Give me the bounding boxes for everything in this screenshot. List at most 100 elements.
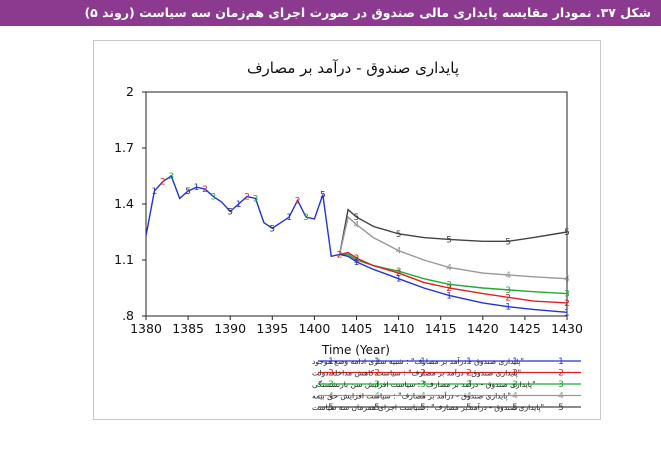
legend-marker-5: 5	[328, 403, 334, 413]
legend-marker-3: 3	[512, 380, 518, 390]
figure-caption: شکل ۳۷. نمودار مقایسه پایداری مالی صندوق…	[84, 5, 651, 20]
history-marker: 2	[160, 178, 166, 188]
series-line-1	[339, 253, 568, 313]
history-marker: 5	[185, 187, 191, 197]
chart-frame	[93, 40, 601, 420]
legend-marker-5: 5	[420, 403, 426, 413]
history-marker: 3	[210, 193, 216, 203]
x-tick-label: 1425	[509, 321, 541, 336]
series-marker-1: 1	[396, 275, 402, 285]
legend-marker-3: 3	[374, 380, 380, 390]
series-marker-2: 2	[396, 269, 402, 279]
series-marker-2: 2	[354, 254, 360, 264]
history-marker: 2	[337, 250, 343, 260]
plot-border	[145, 91, 568, 317]
caption-bar: شکل ۳۷. نمودار مقایسه پایداری مالی صندوق…	[0, 0, 661, 26]
legend-label-1: "پایداری صندوق - درآمد بر مصارف" : شبیه …	[312, 356, 524, 366]
y-tick-label: 1.1	[114, 252, 134, 267]
legend-marker-2: 2	[420, 369, 426, 379]
y-tick-label: 1.7	[114, 140, 134, 155]
legend-marker-4: 4	[558, 392, 564, 402]
series-marker-1: 1	[564, 308, 570, 318]
legend-marker-2: 2	[512, 369, 518, 379]
legend-marker-4: 4	[466, 392, 472, 402]
x-tick-label: 1430	[551, 321, 583, 336]
history-line	[145, 174, 340, 258]
legend-marker-1: 1	[558, 357, 564, 367]
legend-marker-2: 2	[466, 369, 472, 379]
legend-label-5: "پایداری صندوق - درآمد بر مصارف" : سیاست…	[312, 402, 544, 412]
legend-marker-1: 1	[420, 357, 426, 367]
legend-marker-3: 3	[420, 380, 426, 390]
series-line-4	[338, 215, 568, 280]
x-tick-label: 1415	[425, 321, 457, 336]
legend-marker-3: 3	[328, 380, 334, 390]
history-marker: 5	[320, 191, 326, 201]
legend-marker-1: 1	[374, 357, 380, 367]
y-tick-label: .8	[122, 308, 134, 323]
legend-marker-1: 1	[512, 357, 518, 367]
history-marker: 3	[168, 172, 174, 182]
plot-area: .8 1.1 1.4 1.7 2 1380 1385 1390 1395 1400 1405 1410…	[114, 84, 583, 336]
history-marker: 5	[269, 224, 275, 234]
x-tick-label: 1380	[130, 321, 162, 336]
series-marker-2: 2	[564, 299, 570, 309]
series-marker-5: 5	[505, 237, 511, 247]
legend-marker-4: 4	[328, 392, 334, 402]
history-marker: 1	[236, 200, 242, 210]
series-marker-4: 4	[564, 275, 570, 285]
history-marker: 3	[303, 213, 309, 223]
x-tick-label: 1410	[383, 321, 415, 336]
x-tick-label: 1420	[467, 321, 499, 336]
x-tick-label: 1385	[172, 321, 204, 336]
y-tick-label: 1.4	[114, 196, 134, 211]
legend-marker-5: 5	[512, 403, 518, 413]
x-tick-label: 1400	[298, 321, 330, 336]
legend-marker-1: 1	[466, 357, 472, 367]
legend-marker-4: 4	[512, 392, 518, 402]
legend-marker-5: 5	[466, 403, 472, 413]
legend-marker-1: 1	[328, 357, 334, 367]
history-marker: 2	[202, 185, 208, 195]
series-marker-5: 5	[354, 213, 360, 223]
legend-marker-5: 5	[374, 403, 380, 413]
series-marker-4: 4	[354, 221, 360, 231]
series-marker-2: 2	[505, 293, 511, 303]
series-marker-1: 1	[505, 303, 511, 313]
legend-marker-3: 3	[466, 380, 472, 390]
series-marker-4: 4	[396, 247, 402, 257]
history-marker: 5	[227, 207, 233, 217]
series-marker-2: 2	[446, 284, 452, 294]
x-tick-label: 1390	[214, 321, 246, 336]
x-axis-title: Time (Year)	[321, 343, 390, 357]
history-marker: 1	[194, 183, 200, 193]
legend-marker-2: 2	[328, 369, 334, 379]
series-marker-3: 3	[354, 256, 360, 266]
series-marker-3: 3	[505, 286, 511, 296]
y-tick-label: 2	[126, 84, 134, 99]
series-marker-3: 3	[564, 290, 570, 300]
series-line-5	[338, 208, 568, 255]
series-marker-4: 4	[505, 271, 511, 281]
legend-marker-2: 2	[374, 369, 380, 379]
legend-marker-3: 3	[558, 380, 564, 390]
series-line-3	[339, 253, 568, 295]
legend-label-3: "پایداری صندوق - درآمد بر مصارف" : سیاست…	[312, 379, 536, 389]
series-marker-1: 1	[446, 291, 452, 301]
series-marker-5: 5	[446, 235, 452, 245]
x-tick-label: 1405	[341, 321, 373, 336]
series-marker-3: 3	[446, 280, 452, 290]
history-marker: 1	[286, 213, 292, 223]
legend-label-4: "پایداری صندوق - درآمد بر مصارف" : سیاست…	[312, 391, 511, 401]
series-marker-4: 4	[446, 263, 452, 273]
legend-label-2: "پایداری صندوق - درآمد بر مصارف" : سیاست…	[312, 368, 521, 378]
history-marker: 1	[152, 187, 158, 197]
series-marker-1: 1	[354, 258, 360, 268]
series-line-2	[339, 251, 568, 304]
history-marker: 2	[295, 196, 301, 206]
legend-marker-4: 4	[374, 392, 380, 402]
legend-marker-2: 2	[558, 369, 564, 379]
series-marker-5: 5	[396, 230, 402, 240]
